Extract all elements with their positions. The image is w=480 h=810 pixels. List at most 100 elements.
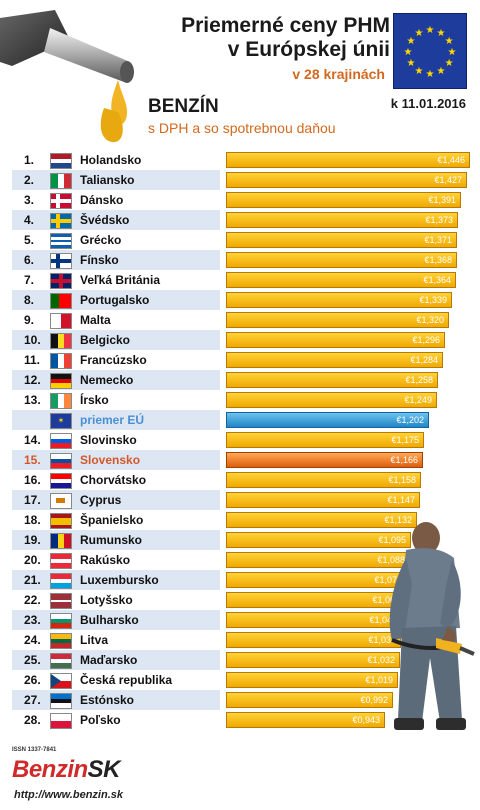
lu-flag-icon [50,573,72,589]
country-label: Lotyšsko [80,593,133,607]
ee-flag-icon [50,693,72,709]
price-bar: €1,063 [226,592,405,608]
country-label: Španielsko [80,513,144,527]
price-bar: €1,043 [226,612,402,628]
chart-row: 6. Fínsko €1,368 [12,250,480,270]
country-label: Cyprus [80,493,122,507]
si-flag-icon [50,433,72,449]
chart-row: 15. Slovensko €1,166 [12,450,480,470]
price-bar: €1,373 [226,212,458,228]
chart-row: 27. Estónsko €0,992 [12,690,480,710]
price-label: €1,088 [377,555,405,565]
price-bar: €1,339 [226,292,452,308]
chart-row: 22. Lotyšsko €1,063 [12,590,480,610]
price-label: €1,175 [391,435,419,445]
chart-row: 11. Francúzsko €1,284 [12,350,480,370]
price-label: €1,037 [368,635,396,645]
dk-flag-icon [50,193,72,209]
country-label: Grécko [80,233,122,247]
subtitle: s DPH a so spotrebnou daňou [148,120,336,136]
worker-with-nozzle-illustration [389,522,475,730]
price-label: €0,992 [360,695,388,705]
price-label: €1,158 [388,475,416,485]
rank-label: 22. [24,593,41,607]
fuel-type: BENZÍN [148,96,219,117]
price-label: €1,070 [374,575,402,585]
ie-flag-icon [50,393,72,409]
price-chart: 1. Holandsko €1,446 2. Taliansko €1,427 3. Dáns… [0,150,480,740]
price-bar: €1,095 [226,532,411,548]
country-label: Chorvátsko [80,473,147,487]
website-link[interactable]: http://www.benzin.sk [14,789,123,801]
pl-flag-icon [50,713,72,729]
price-label: €1,427 [434,175,462,185]
eu-star: ★ [437,28,446,39]
rank-label: 5. [24,233,35,247]
eu-star: ★ [415,66,424,77]
hr-flag-icon [50,473,72,489]
be-flag-icon [50,333,72,349]
price-label: €1,371 [424,235,452,245]
rank-label: 13. [24,393,41,407]
rank-label: 15. [24,453,41,467]
rank-label: 24. [24,633,41,647]
chart-row: 8. Portugalsko €1,339 [12,290,480,310]
chart-row: 4. Švédsko €1,373 [12,210,480,230]
title-line-3: v 28 krajinách [292,66,385,82]
rank-label: 3. [24,193,35,207]
eu-star: ★ [426,69,435,80]
gb-flag-icon [50,273,72,289]
es-flag-icon [50,513,72,529]
chart-row: 16. Chorvátsko €1,158 [12,470,480,490]
chart-row: ✶ priemer EÚ €1,202 [12,410,480,430]
price-label: €0,943 [352,715,380,725]
country-label: Švédsko [80,213,130,227]
title-line-1: Priemerné ceny PHM [181,14,390,37]
lt-flag-icon [50,633,72,649]
rank-label: 12. [24,373,41,387]
cy-flag-icon [50,493,72,509]
gr-flag-icon [50,233,72,249]
price-bar: €1,427 [226,172,467,188]
rank-label: 4. [24,213,35,227]
price-label: €1,249 [404,395,432,405]
price-label: €1,364 [423,275,451,285]
price-bar: €1,391 [226,192,461,208]
price-label: €1,373 [425,215,453,225]
country-label: Bulharsko [80,613,139,627]
footer: ISSN 1337-7841 BenzinSK http://www.benzi… [0,744,480,810]
logo-part-1: Benzin [12,756,88,783]
price-bar: €0,943 [226,712,385,728]
price-label: €1,166 [390,455,418,465]
rank-label: 28. [24,713,41,727]
price-bar: €0,992 [226,692,393,708]
country-label: Slovensko [80,453,141,467]
benzinsk-logo[interactable]: BenzinSK [12,756,121,784]
logo-part-2: SK [87,756,121,783]
chart-row: 28. Poľsko €0,943 [12,710,480,730]
chart-row: 19. Rumunsko €1,095 [12,530,480,550]
ro-flag-icon [50,533,72,549]
se-flag-icon [50,213,72,229]
country-label: Rumunsko [80,533,143,547]
rank-label: 7. [24,273,35,287]
chart-row: 5. Grécko €1,371 [12,230,480,250]
rank-label: 21. [24,573,41,587]
rank-label: 20. [24,553,41,567]
country-label: Luxembursko [80,573,159,587]
fr-flag-icon [50,353,72,369]
country-label: Rakúsko [80,553,131,567]
price-label: €1,368 [424,255,452,265]
country-label: Litva [80,633,109,647]
eu-star: ★ [445,58,454,69]
price-label: €1,296 [412,335,440,345]
eu-flag-icon: ✶ [50,413,72,429]
rank-label: 23. [24,613,41,627]
rank-label: 16. [24,473,41,487]
price-label: €1,258 [405,375,433,385]
country-label: Veľká Británia [80,273,160,287]
country-label: Malta [80,313,111,327]
price-bar: €1,296 [226,332,445,348]
chart-row: 3. Dánsko €1,391 [12,190,480,210]
country-label: Holandsko [80,153,142,167]
